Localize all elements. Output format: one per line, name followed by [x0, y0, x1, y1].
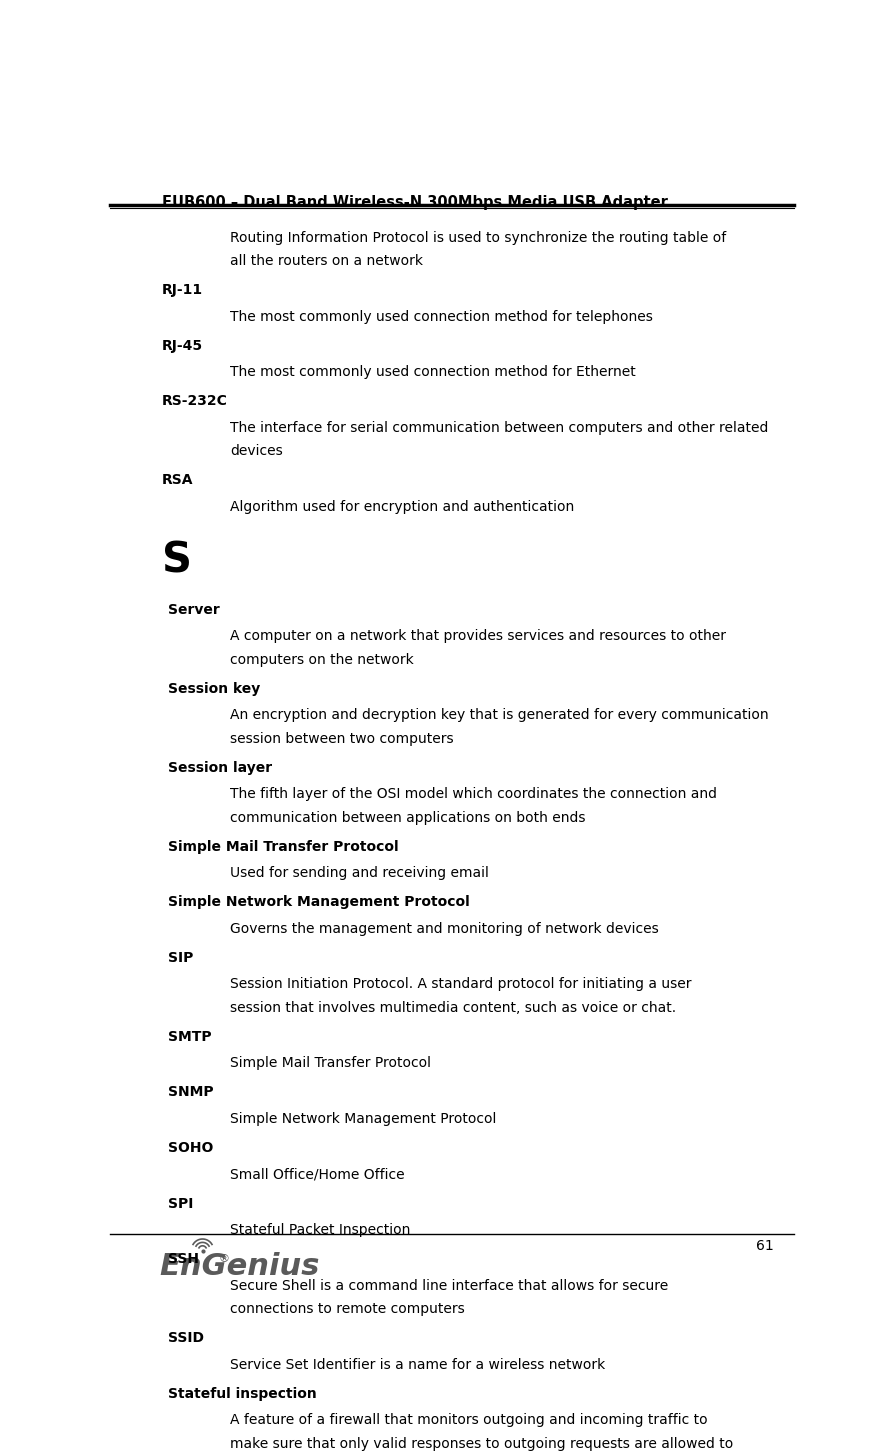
Text: Stateful Packet Inspection: Stateful Packet Inspection — [230, 1223, 410, 1238]
Text: S: S — [161, 540, 191, 582]
Text: Simple Network Management Protocol: Simple Network Management Protocol — [168, 895, 470, 909]
Text: The most commonly used connection method for telephones: The most commonly used connection method… — [230, 310, 653, 323]
Text: Simple Mail Transfer Protocol: Simple Mail Transfer Protocol — [230, 1057, 431, 1070]
Text: EUB600 – Dual Band Wireless-N 300Mbps Media USB Adapter: EUB600 – Dual Band Wireless-N 300Mbps Me… — [161, 195, 668, 211]
Text: Governs the management and monitoring of network devices: Governs the management and monitoring of… — [230, 922, 659, 936]
Text: RS-232C: RS-232C — [161, 395, 228, 408]
Text: 61: 61 — [756, 1239, 774, 1252]
Text: SOHO: SOHO — [168, 1142, 213, 1155]
Text: computers on the network: computers on the network — [230, 652, 414, 667]
Text: Secure Shell is a command line interface that allows for secure: Secure Shell is a command line interface… — [230, 1278, 669, 1293]
Text: Used for sending and receiving email: Used for sending and receiving email — [230, 866, 489, 881]
Text: connections to remote computers: connections to remote computers — [230, 1302, 465, 1316]
Text: RSA: RSA — [161, 473, 193, 488]
Text: The fifth layer of the OSI model which coordinates the connection and: The fifth layer of the OSI model which c… — [230, 788, 717, 801]
Text: SSH: SSH — [168, 1252, 199, 1267]
Text: SNMP: SNMP — [168, 1085, 214, 1099]
Text: The most commonly used connection method for Ethernet: The most commonly used connection method… — [230, 365, 636, 380]
Text: all the routers on a network: all the routers on a network — [230, 255, 422, 268]
Text: A computer on a network that provides services and resources to other: A computer on a network that provides se… — [230, 629, 726, 644]
Text: Service Set Identifier is a name for a wireless network: Service Set Identifier is a name for a w… — [230, 1358, 605, 1372]
Text: An encryption and decryption key that is generated for every communication: An encryption and decryption key that is… — [230, 709, 768, 722]
Text: SIP: SIP — [168, 951, 194, 965]
Text: SPI: SPI — [168, 1197, 194, 1210]
Text: make sure that only valid responses to outgoing requests are allowed to: make sure that only valid responses to o… — [230, 1437, 733, 1450]
Text: communication between applications on both ends: communication between applications on bo… — [230, 811, 586, 824]
Text: RJ-11: RJ-11 — [161, 282, 203, 297]
Text: Session Initiation Protocol. A standard protocol for initiating a user: Session Initiation Protocol. A standard … — [230, 977, 691, 992]
Text: RJ-45: RJ-45 — [161, 339, 203, 352]
Text: session that involves multimedia content, such as voice or chat.: session that involves multimedia content… — [230, 1000, 676, 1015]
Text: Simple Network Management Protocol: Simple Network Management Protocol — [230, 1112, 497, 1125]
Text: Small Office/Home Office: Small Office/Home Office — [230, 1168, 405, 1182]
Text: Routing Information Protocol is used to synchronize the routing table of: Routing Information Protocol is used to … — [230, 232, 726, 245]
Text: Stateful inspection: Stateful inspection — [168, 1386, 318, 1401]
Text: Session layer: Session layer — [168, 760, 273, 775]
Text: SMTP: SMTP — [168, 1029, 212, 1044]
Text: The interface for serial communication between computers and other related: The interface for serial communication b… — [230, 421, 768, 435]
Text: SSID: SSID — [168, 1331, 205, 1345]
Text: devices: devices — [230, 444, 282, 459]
Text: ®: ® — [218, 1254, 229, 1264]
Text: A feature of a firewall that monitors outgoing and incoming traffic to: A feature of a firewall that monitors ou… — [230, 1414, 707, 1427]
Text: Session key: Session key — [168, 681, 260, 696]
Text: Server: Server — [168, 603, 220, 617]
Text: EnGenius: EnGenius — [160, 1252, 320, 1281]
Text: Algorithm used for encryption and authentication: Algorithm used for encryption and authen… — [230, 499, 574, 514]
Text: Simple Mail Transfer Protocol: Simple Mail Transfer Protocol — [168, 840, 399, 853]
Text: session between two computers: session between two computers — [230, 732, 453, 745]
